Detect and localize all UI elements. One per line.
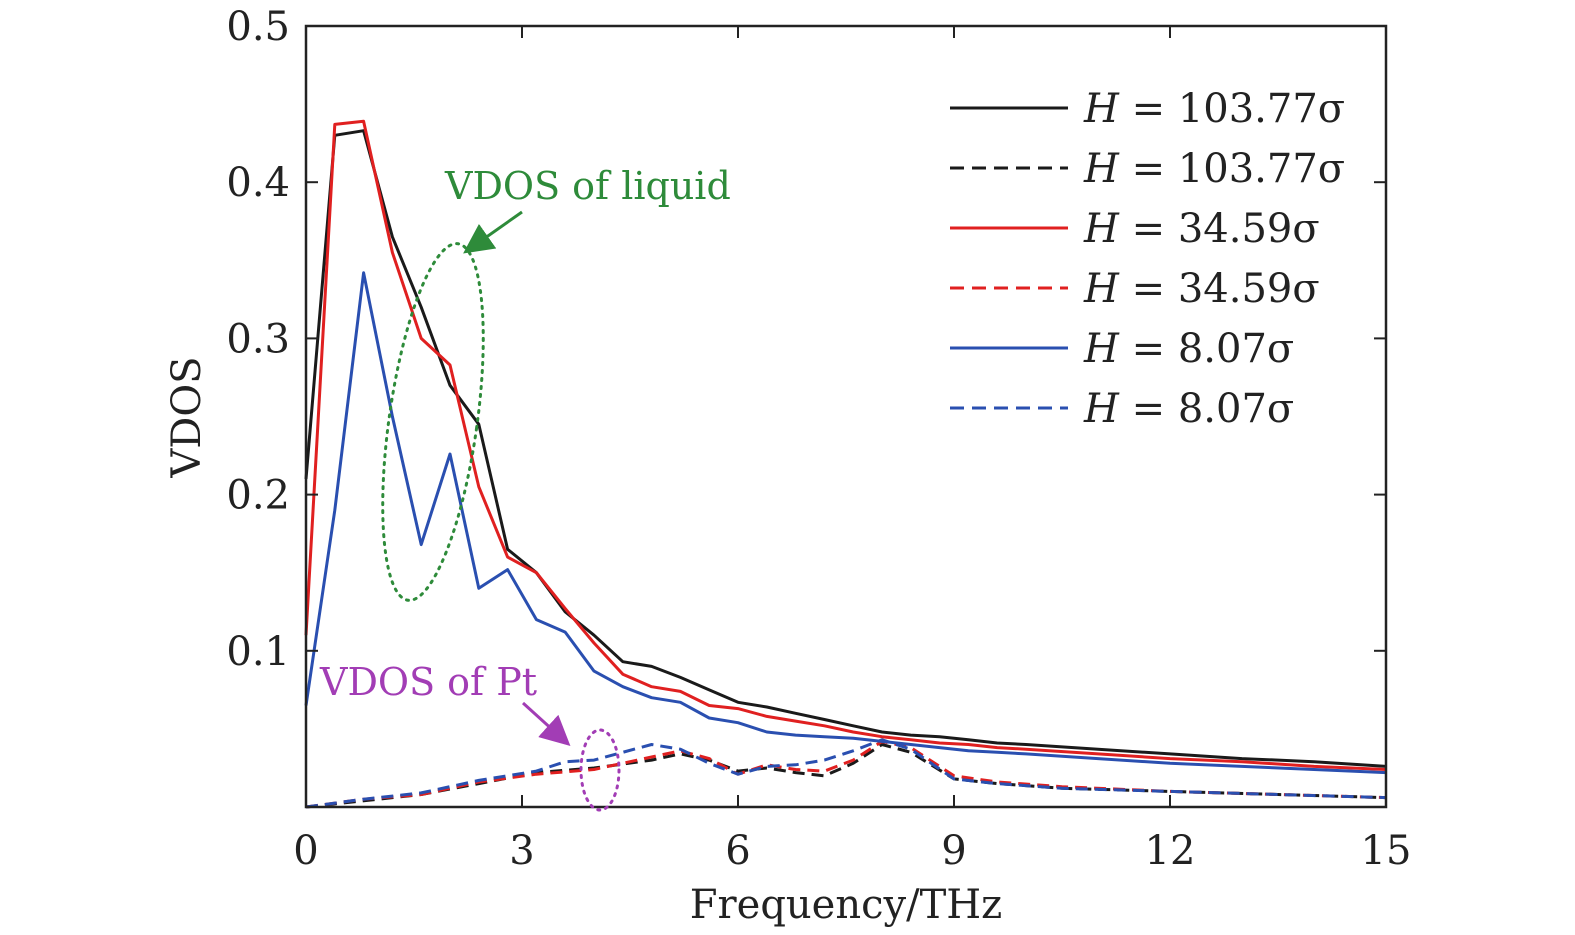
series-line-2-solid: [304, 119, 1387, 771]
legend-variable: H: [1083, 266, 1120, 312]
y-tick-label: 0.4: [226, 160, 290, 206]
legend-label-2: H = 34.59σ: [1083, 206, 1320, 252]
pt-annotation-label: VDOS of Pt: [319, 660, 537, 704]
x-tick-label: 3: [509, 828, 534, 874]
series-line-4-solid: [304, 271, 1387, 775]
pt-annotation: VDOS of Pt: [319, 660, 621, 812]
plot-frame: [304, 24, 1388, 809]
series-lines: [304, 119, 1387, 809]
liquid-annotation: VDOS of liquid: [381, 164, 731, 602]
legend-label-3: H = 34.59σ: [1083, 266, 1320, 312]
legend-variable: H: [1083, 326, 1120, 372]
legend-value: = 8.07σ: [1119, 386, 1294, 432]
axis-ticks: 0 3 6 9 12 15 0.1 0.2 0.3 0.4 0.5: [226, 4, 1411, 874]
series-line-0-solid: [304, 129, 1387, 768]
legend-label-1: H = 103.77σ: [1083, 146, 1345, 192]
pt-region-ellipse: [579, 728, 621, 812]
x-tick-label: 0: [293, 828, 318, 874]
y-tick-label: 0.2: [226, 473, 290, 519]
liquid-arrow: [463, 210, 523, 254]
y-tick-label: 0.3: [226, 316, 290, 362]
legend-variable: H: [1083, 206, 1120, 252]
x-tick-label: 9: [941, 828, 966, 874]
legend-value: = 8.07σ: [1119, 326, 1294, 372]
legend-value: = 34.59σ: [1119, 206, 1320, 252]
y-tick-label: 0.5: [226, 4, 290, 50]
x-tick-label: 12: [1145, 828, 1196, 874]
legend-label-4: H = 8.07σ: [1083, 326, 1294, 372]
legend-label-0: H = 103.77σ: [1083, 86, 1345, 132]
x-axis-title: Frequency/THz: [690, 882, 1002, 928]
legend-value: = 34.59σ: [1119, 266, 1320, 312]
series-line-3-dashed: [305, 739, 1387, 809]
legend-label-5: H = 8.07σ: [1083, 386, 1294, 432]
liquid-annotation-label: VDOS of liquid: [444, 164, 731, 208]
y-tick-label: 0.1: [226, 629, 290, 675]
series-line-5-dashed: [305, 738, 1387, 809]
legend-variable: H: [1083, 146, 1120, 192]
legend-value: = 103.77σ: [1119, 86, 1345, 132]
legend-variable: H: [1083, 86, 1120, 132]
liquid-region-ellipse: [381, 242, 485, 602]
x-tick-label: 15: [1361, 828, 1412, 874]
legend-variable: H: [1083, 386, 1120, 432]
y-axis-title: VDOS: [164, 356, 210, 478]
x-tick-label: 6: [725, 828, 750, 874]
pt-arrow: [521, 701, 571, 747]
legend-value: = 103.77σ: [1119, 146, 1345, 192]
